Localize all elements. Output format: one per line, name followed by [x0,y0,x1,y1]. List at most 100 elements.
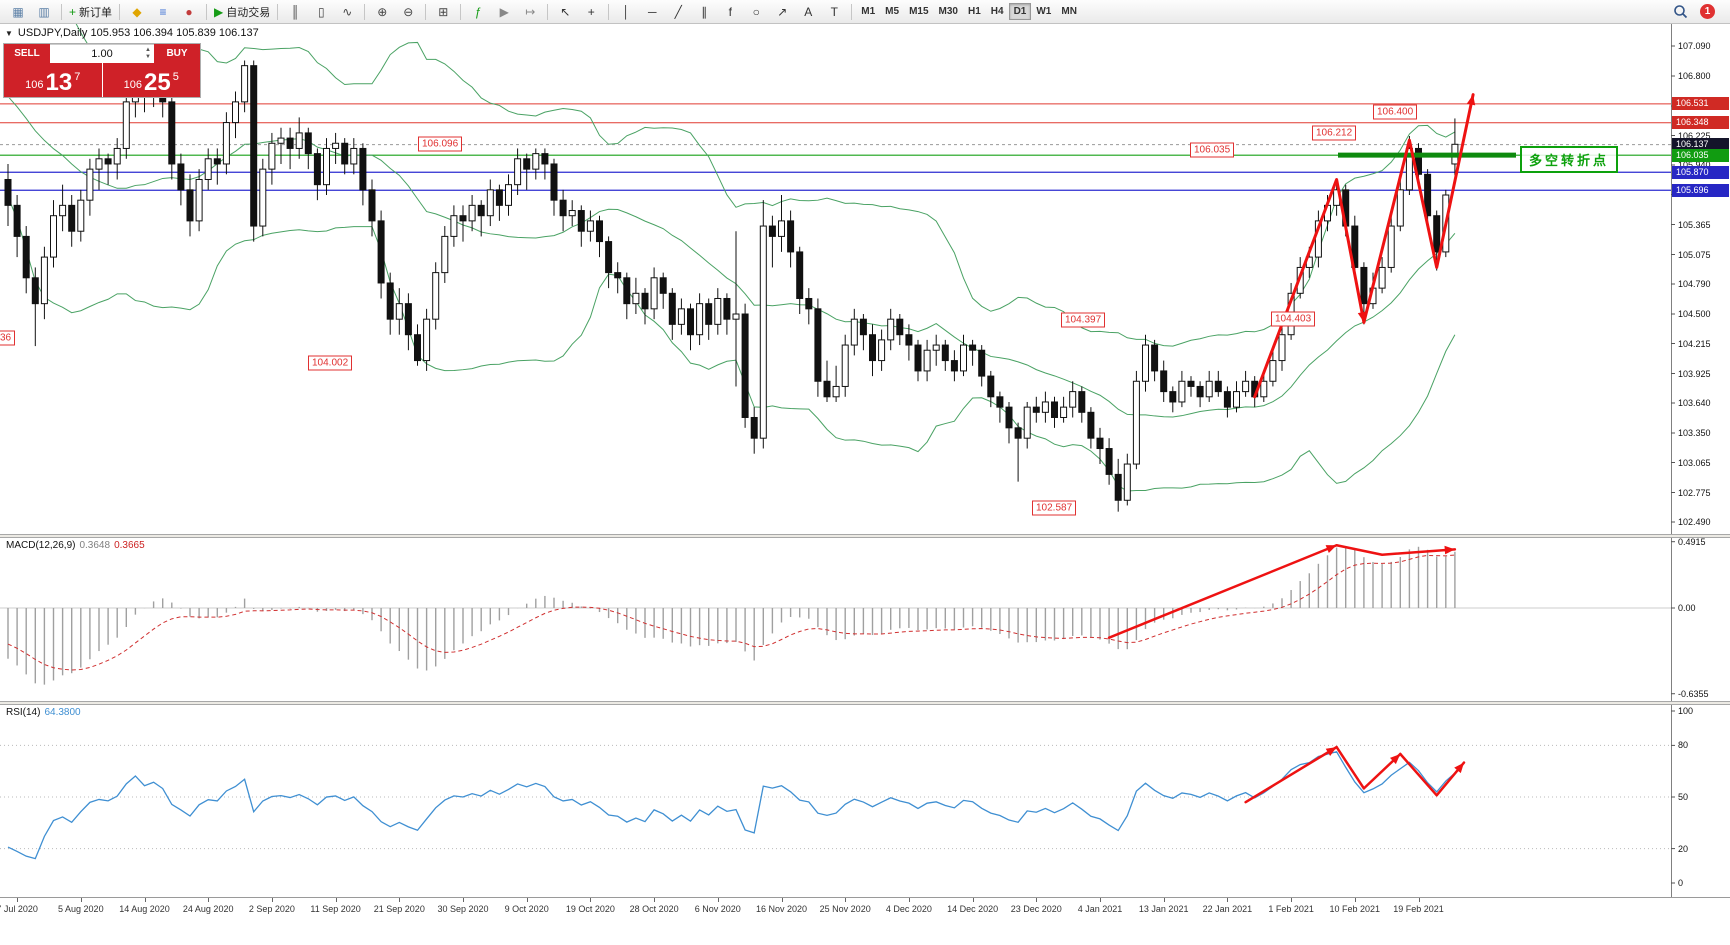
timeframe-d1[interactable]: D1 [1008,3,1032,20]
time-tick [399,898,401,902]
arrow-tools-icon: ↗ [777,4,788,19]
time-tick [17,898,19,902]
text-icon: A [804,4,813,19]
new-chart-icon[interactable]: ▦ [5,1,31,23]
autotrading-button-label: 自动交易 [226,6,271,19]
time-label: 2 Sep 2020 [248,904,295,914]
time-tick [208,898,210,902]
bar-chart-icon: ║ [290,4,300,19]
timeframe-m1[interactable]: M1 [861,6,876,17]
new-order-button-label: 新订单 [79,6,113,19]
lot-increase-button[interactable]: ▲ [145,47,151,53]
timeframe-m15[interactable]: M15 [909,6,929,17]
timeframe-h1[interactable]: H1 [967,6,981,17]
crosshair-icon[interactable]: + [578,1,604,23]
horizontal-line-icon[interactable]: ─ [639,1,665,23]
time-label: 23 Dec 2020 [1010,904,1062,914]
panel-separator[interactable] [0,534,1730,538]
price-annotation-label[interactable]: 106.096 [418,136,463,152]
macd-panel[interactable]: MACD(12,26,9) 0.3648 0.3665 0.4915 0.00 -0.6… [0,537,1730,701]
candlestick-chart-icon[interactable]: ▯ [308,1,334,23]
price-tick: 102.775 [1678,487,1711,498]
time-label: 6 Nov 2020 [694,904,741,914]
time-axis[interactable]: 7 Jul 2020 5 Aug 2020 14 Aug 2020 24 Aug 20… [0,897,1730,920]
one-click-collapse-icon[interactable]: ▼ [5,28,13,38]
price-tick: 104.215 [1678,338,1711,349]
price-annotation-label[interactable]: 104.397 [1061,312,1106,328]
time-label: 22 Jan 2021 [1202,904,1253,914]
trendline-icon[interactable]: ╱ [665,1,691,23]
rsi-tick: 0 [1678,878,1684,888]
time-label: 30 Sep 2020 [437,904,489,914]
price-annotation-label[interactable]: 106.400 [1373,104,1418,120]
search-icon[interactable] [1667,1,1693,23]
price-annotation-label[interactable]: 104.403 [1271,311,1316,327]
cursor-icon[interactable]: ↖ [552,1,578,23]
vertical-line-icon: │ [622,4,631,19]
sell-button[interactable]: SELL [4,44,50,63]
rsi-panel[interactable]: RSI(14) 64.3800 100 80 50 20 0 [0,705,1730,897]
timeframe-m30[interactable]: M30 [938,6,958,17]
shapes-icon: ○ [752,4,760,19]
arrow-tools-icon[interactable]: ↗ [769,1,795,23]
metaeditor-icon[interactable]: ◆ [124,1,150,23]
price-tick: 105.075 [1678,249,1711,260]
line-chart-icon[interactable]: ∿ [334,1,360,23]
sell-price[interactable]: 106 13 7 [4,63,102,97]
price-annotation-label[interactable]: 104.002 [308,355,353,371]
tile-windows-icon[interactable]: ⊞ [430,1,456,23]
autotrading-button[interactable]: ▶ 自动交易 [211,1,273,23]
price-chart-panel[interactable]: ▼ USDJPY,Daily 105.953 106.394 105.839 1… [0,24,1730,534]
chart-profiles-icon[interactable]: ▥ [31,1,57,23]
timeframe-mn[interactable]: MN [1061,6,1077,17]
time-tick [717,898,719,902]
text-icon[interactable]: A [795,1,821,23]
market-watch-icon: ≡ [159,4,167,19]
chart-profiles-icon: ▥ [38,4,50,19]
bar-chart-icon[interactable]: ║ [282,1,308,23]
time-label: 4 Dec 2020 [885,904,932,914]
timeframe-w1[interactable]: W1 [1036,6,1052,17]
indicators-icon[interactable]: ƒ [465,1,491,23]
navigator-icon[interactable]: ● [176,1,202,23]
turning-point-note[interactable]: 多空转折点 [1520,146,1619,173]
price-tick: 105.940 [1678,160,1711,170]
buy-button[interactable]: BUY [154,44,200,63]
timeframe-h4[interactable]: H4 [990,6,1004,17]
chart-shift-icon[interactable]: ↦ [517,1,543,23]
notification-badge[interactable]: 1 [1700,4,1715,19]
price-annotation-label[interactable]: 106.035 [1190,142,1235,158]
panel-separator[interactable] [0,701,1730,705]
autoscroll-icon: ▶ [499,4,509,19]
time-tick [908,898,910,902]
buy-price[interactable]: 106 25 5 [101,63,200,97]
time-tick [1227,898,1229,902]
zoom-in-icon[interactable]: ⊕ [369,1,395,23]
navigator-icon: ● [185,4,193,19]
new-order-button[interactable]: + 新订单 [66,1,115,23]
price-tick: 103.640 [1678,398,1711,408]
equidistant-channel-icon[interactable]: ∥ [691,1,717,23]
macd-canvas[interactable] [0,538,1730,701]
lot-size-field[interactable]: 1.00 ▲ ▼ [50,44,154,63]
price-chart-canvas[interactable] [0,24,1730,534]
price-annotation-label[interactable]: 36 [0,330,16,346]
price-tick: 103.065 [1678,457,1711,468]
chart-shift-icon: ↦ [525,4,536,19]
timeframe-m5[interactable]: M5 [885,6,900,17]
price-annotation-label[interactable]: 106.212 [1312,125,1357,141]
market-watch-icon[interactable]: ≡ [150,1,176,23]
autoscroll-icon[interactable]: ▶ [491,1,517,23]
lot-decrease-button[interactable]: ▼ [145,54,151,60]
rsi-tick: 80 [1678,740,1689,751]
vertical-line-icon[interactable]: │ [613,1,639,23]
text-label-icon[interactable]: T [821,1,847,23]
price-annotation-label[interactable]: 102.587 [1032,500,1077,516]
time-label: 4 Jan 2021 [1077,904,1123,914]
zoom-out-icon[interactable]: ⊖ [395,1,421,23]
fibonacci-icon[interactable]: f [717,1,743,23]
shapes-icon[interactable]: ○ [743,1,769,23]
rsi-canvas[interactable] [0,705,1730,897]
time-tick [1163,898,1165,902]
time-tick [463,898,464,902]
